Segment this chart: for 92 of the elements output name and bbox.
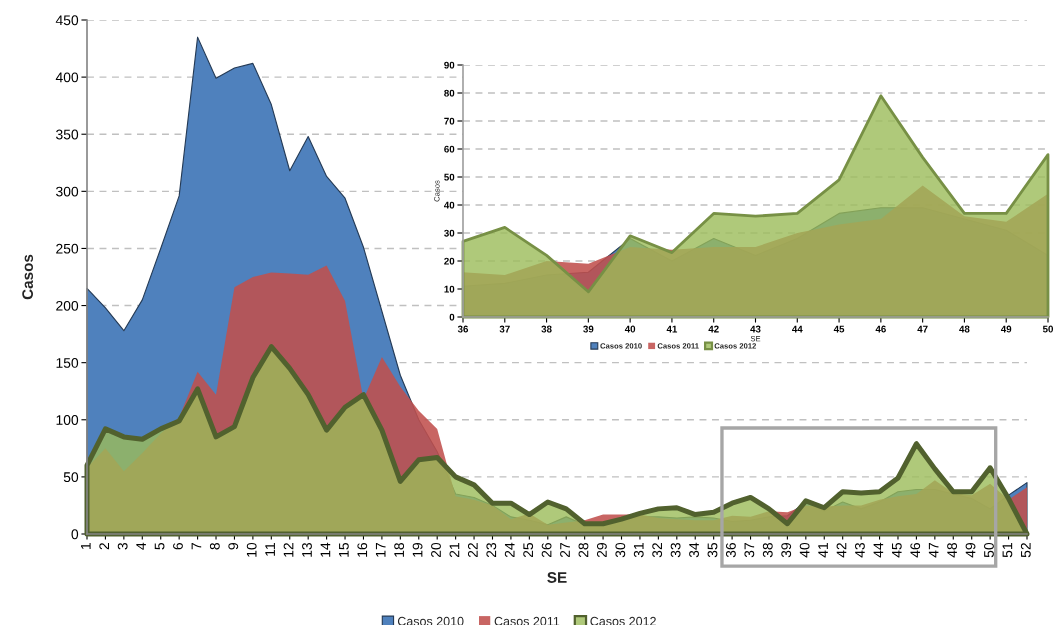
x-axis-title: SE: [547, 572, 567, 583]
y-tick-label: 250: [56, 243, 79, 254]
x-tick-label: 37: [499, 325, 510, 333]
y-tick-label: 60: [444, 145, 455, 153]
x-tick-label: 14: [320, 542, 331, 557]
x-tick-label: 46: [910, 542, 921, 558]
x-tick-label: 21: [449, 543, 460, 558]
x-tick-label: 41: [818, 543, 828, 558]
x-tick-label: 19: [412, 542, 423, 557]
x-tick-label: 40: [799, 542, 810, 558]
x-tick-label: 51: [1002, 543, 1013, 558]
x-tick-label: 47: [917, 325, 928, 333]
y-tick-label: 10: [444, 285, 455, 293]
x-tick-label: 39: [583, 325, 594, 333]
x-tick-label: 26: [541, 542, 552, 558]
x-tick-label: 44: [873, 542, 884, 558]
y-tick-label: 0: [71, 529, 79, 540]
x-tick-label: 33: [670, 542, 681, 558]
x-tick-label: 4: [136, 542, 146, 550]
x-tick-label: 40: [624, 325, 636, 333]
x-tick-label: 43: [750, 325, 761, 333]
x-tick-label: 6: [173, 542, 183, 550]
x-tick-label: 46: [875, 325, 886, 333]
x-tick-label: 25: [523, 542, 534, 558]
x-tick-label: 9: [228, 542, 239, 550]
y-tick-label: 450: [55, 15, 79, 26]
y-tick-label: 150: [56, 358, 79, 368]
x-tick-label: 2: [99, 543, 110, 550]
x-tick-label: 18: [394, 542, 405, 557]
y-tick-label: 80: [444, 89, 455, 97]
x-tick-label: 36: [457, 325, 469, 333]
x-tick-label: 7: [191, 543, 202, 550]
x-tick-label: 50: [1042, 325, 1054, 333]
y-tick-label: 30: [444, 229, 455, 237]
legend-label: Casos 2010: [397, 616, 464, 625]
x-tick-label: 32: [652, 543, 663, 558]
x-tick-label: 48: [947, 542, 957, 558]
x-tick-label: 10: [246, 542, 257, 557]
x-tick-label: 5: [154, 542, 165, 550]
x-tick-label: 1: [81, 543, 91, 549]
x-tick-label: 20: [431, 542, 441, 558]
y-tick-label: 300: [56, 186, 79, 197]
x-tick-label: 34: [689, 542, 699, 558]
x-tick-label: 35: [707, 542, 718, 558]
legend-label: Casos 2012: [590, 616, 656, 625]
x-tick-label: 30: [615, 542, 626, 558]
x-tick-label: 44: [792, 325, 803, 333]
x-tick-label: 11: [265, 543, 275, 556]
x-tick-label: 22: [467, 543, 478, 558]
x-tick-label: 23: [486, 542, 497, 558]
y-tick-label: 50: [444, 173, 455, 181]
x-tick-label: 45: [833, 325, 845, 333]
y-tick-label: 200: [56, 300, 79, 311]
x-tick-label: 12: [283, 543, 294, 557]
legend-label: Casos 2011: [494, 616, 560, 625]
x-tick-label: 31: [633, 543, 644, 558]
x-tick-label: 17: [375, 543, 386, 557]
x-tick-label: 47: [928, 543, 939, 558]
x-tick-label: 27: [560, 543, 570, 558]
x-tick-label: 42: [708, 325, 719, 333]
y-tick-label: 100: [56, 415, 79, 425]
x-tick-label: 45: [892, 542, 902, 558]
x-tick-label: 3: [117, 542, 128, 550]
x-tick-label: 39: [781, 542, 792, 558]
x-tick-label: 37: [744, 543, 755, 558]
x-tick-label: 49: [965, 542, 976, 558]
y-tick-label: 350: [56, 129, 79, 140]
x-tick-label: 48: [959, 325, 970, 333]
x-tick-label: 16: [357, 542, 368, 557]
x-tick-label: 24: [504, 542, 515, 558]
y-tick-label: 70: [444, 117, 455, 125]
x-tick-label: 41: [666, 325, 678, 333]
y-tick-label: 20: [444, 257, 455, 265]
x-tick-label: 49: [1000, 325, 1012, 333]
x-tick-label: 15: [339, 542, 349, 557]
y-axis-title: Casos: [22, 254, 34, 300]
x-tick-label: 38: [762, 542, 773, 558]
x-tick-label: 29: [596, 542, 607, 558]
x-tick-label: 8: [209, 542, 220, 550]
x-tick-label: 50: [984, 542, 994, 558]
x-tick-label: 43: [855, 542, 865, 558]
x-tick-label: 36: [725, 542, 736, 558]
x-tick-label: 52: [1020, 543, 1031, 558]
y-tick-label: 50: [63, 472, 79, 483]
y-tick-label: 40: [444, 201, 455, 209]
y-tick-label: 400: [55, 72, 79, 83]
x-tick-label: 13: [302, 542, 312, 557]
x-tick-label: 38: [541, 325, 552, 333]
y-tick-label: 0: [449, 313, 455, 321]
y-tick-label: 90: [444, 61, 455, 69]
x-tick-label: 42: [836, 543, 847, 558]
x-tick-label: 28: [578, 542, 589, 558]
